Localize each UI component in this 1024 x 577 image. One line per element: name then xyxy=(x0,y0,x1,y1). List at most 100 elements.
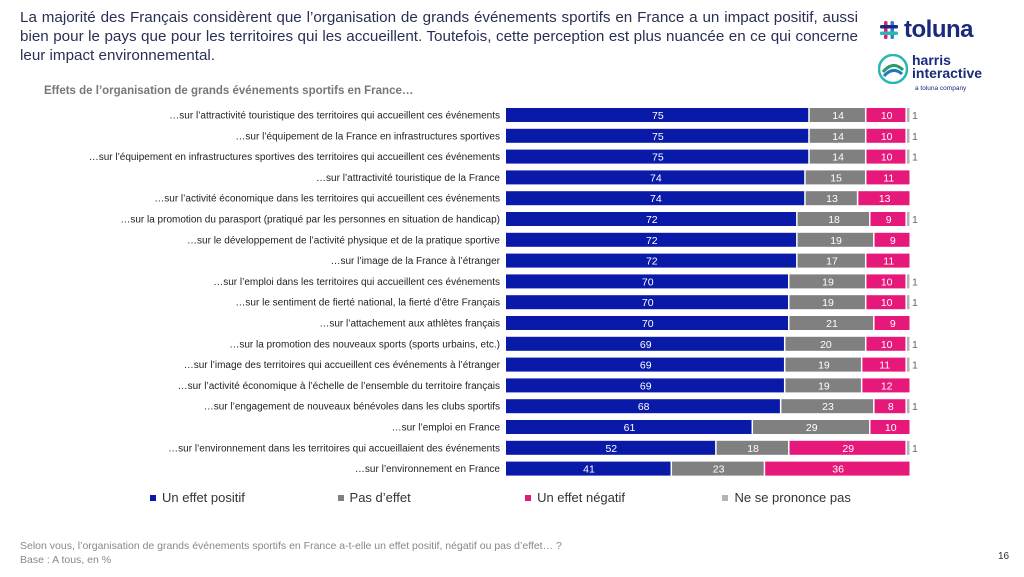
data-label-positive: 70 xyxy=(642,297,654,309)
bar-segment-no-effect xyxy=(805,191,857,206)
bar-segment-no-effect xyxy=(789,274,865,289)
row-label: …sur la promotion du parasport (pratiqué… xyxy=(120,215,500,226)
bar-segment-no-effect xyxy=(809,128,865,143)
data-label-negative: 8 xyxy=(888,401,894,413)
row-label: …sur l’équipement en infrastructures spo… xyxy=(89,152,500,163)
stacked-bar-chart: …sur l’attractivité touristique des terr… xyxy=(89,108,918,476)
footnote: Selon vous, l’organisation de grands évé… xyxy=(20,539,562,567)
data-label-dont-know: 1 xyxy=(912,110,918,122)
bar-segment-no-effect xyxy=(789,316,874,330)
legend-swatch xyxy=(722,494,729,501)
data-label-negative: 12 xyxy=(881,380,893,392)
data-label-dont-know: 1 xyxy=(912,297,918,309)
legend-item-positive: Un effet positif xyxy=(150,490,338,505)
bar-segment-positive xyxy=(506,399,780,414)
row-label: …sur l’équipement de la France en infras… xyxy=(235,131,500,142)
data-label-no-effect: 23 xyxy=(713,464,725,476)
legend-item-no-effect: Pas d’effet xyxy=(337,490,526,505)
data-label-no-effect: 21 xyxy=(826,318,838,330)
footnote-question: Selon vous, l’organisation de grands évé… xyxy=(20,540,562,552)
data-label-positive: 69 xyxy=(640,380,652,392)
bar-segment-no-effect xyxy=(672,461,764,476)
chart-row: …sur l’engagement de nouveaux bénévoles … xyxy=(204,399,918,414)
legend-swatch xyxy=(150,494,156,501)
data-label-positive: 72 xyxy=(646,214,658,226)
data-label-positive: 69 xyxy=(640,339,652,351)
bar-segment-no-effect xyxy=(785,378,861,393)
headline: La majorité des Français considèrent que… xyxy=(20,9,858,64)
data-label-dont-know: 1 xyxy=(912,360,918,372)
chart-title: Effets de l’organisation de grands événe… xyxy=(44,85,414,97)
row-label: …sur l’attractivité touristique des terr… xyxy=(169,111,500,122)
bar-segment-positive xyxy=(506,316,788,330)
bar-segment-dont-know xyxy=(906,274,910,289)
bar-segment-no-effect xyxy=(797,232,874,247)
bar-segment-dont-know xyxy=(906,399,910,414)
bar-segment-negative xyxy=(870,212,906,226)
bar-segment-positive xyxy=(506,191,805,206)
row-label: …sur l’image des territoires qui accueil… xyxy=(184,360,501,371)
data-label-dont-know: 1 xyxy=(912,443,918,455)
bar-segment-positive xyxy=(506,149,809,164)
data-label-negative: 11 xyxy=(879,360,890,372)
bar-segment-negative xyxy=(765,461,910,476)
bar-segment-negative xyxy=(870,420,910,434)
toluna-wordmark: toluna xyxy=(904,16,974,43)
data-label-negative: 29 xyxy=(842,443,854,455)
toluna-harris-interactive-logo: toluna harris interactive a toluna compa… xyxy=(878,16,998,96)
bar-segment-dont-know xyxy=(906,128,910,143)
data-label-negative: 10 xyxy=(881,297,893,309)
bar-segment-positive xyxy=(506,128,809,143)
data-label-no-effect: 15 xyxy=(830,172,842,184)
data-label-positive: 70 xyxy=(642,276,654,288)
row-label: …sur l’image de la France à l’étranger xyxy=(330,256,500,267)
bar-segment-positive xyxy=(506,357,784,372)
bar-segment-negative xyxy=(866,295,906,310)
bar-segment-no-effect xyxy=(753,420,869,434)
bar-segment-no-effect xyxy=(797,212,869,226)
bar-segment-negative xyxy=(874,399,906,414)
row-label: …sur l’attractivité touristique de la Fr… xyxy=(316,173,500,184)
bar-segment-no-effect xyxy=(716,440,788,455)
harris-wordmark: harris xyxy=(912,52,951,68)
legend-item-dont-know: Ne se prononce pas xyxy=(722,490,910,505)
bar-segment-no-effect xyxy=(781,399,874,414)
bar-segment-positive xyxy=(506,336,784,351)
bar-segment-no-effect xyxy=(785,357,861,372)
chart-row: …sur le sentiment de fierté national, la… xyxy=(235,295,918,310)
data-label-negative: 36 xyxy=(832,464,844,476)
legend-label: Un effet positif xyxy=(162,490,245,505)
bar-segment-dont-know xyxy=(906,336,910,351)
data-label-no-effect: 23 xyxy=(822,401,834,413)
bar-segment-positive xyxy=(506,212,797,226)
row-label: …sur le développement de l’activité phys… xyxy=(187,235,500,246)
chart-legend: Un effet positif Pas d’effet Un effet néga… xyxy=(150,490,910,505)
legend-label: Pas d’effet xyxy=(349,490,411,505)
bar-segment-positive xyxy=(506,232,797,247)
data-label-dont-know: 1 xyxy=(912,276,918,288)
chart-row: …sur l’équipement en infrastructures spo… xyxy=(89,149,918,164)
bar-segment-dont-know xyxy=(906,149,910,164)
chart-row: …sur l’image des territoires qui accueil… xyxy=(184,357,918,372)
harris-interactive-circle-icon xyxy=(878,54,908,84)
data-label-positive: 75 xyxy=(652,131,664,143)
chart-row: …sur l’image de la France à l’étranger 72… xyxy=(330,253,910,268)
bar-segment-negative xyxy=(866,149,906,164)
data-label-negative: 10 xyxy=(881,339,893,351)
data-label-positive: 61 xyxy=(624,422,636,434)
bar-segment-positive xyxy=(506,170,805,185)
bar-segment-positive xyxy=(506,420,752,434)
data-label-negative: 10 xyxy=(881,110,893,122)
bar-segment-dont-know xyxy=(906,295,910,310)
data-label-dont-know: 1 xyxy=(912,401,918,413)
data-label-positive: 69 xyxy=(640,360,652,372)
data-label-negative: 9 xyxy=(890,235,896,247)
chart-row: …sur l’environnement en France 41 23 36 xyxy=(355,461,910,476)
row-label: …sur le sentiment de fierté national, la… xyxy=(235,298,500,309)
bar-segment-negative xyxy=(874,232,910,247)
data-label-no-effect: 18 xyxy=(828,214,840,226)
row-label: …sur l’emploi en France xyxy=(392,423,501,434)
bar-segment-positive xyxy=(506,274,788,289)
bar-segment-no-effect xyxy=(809,108,865,122)
bar-segment-negative xyxy=(866,336,906,351)
